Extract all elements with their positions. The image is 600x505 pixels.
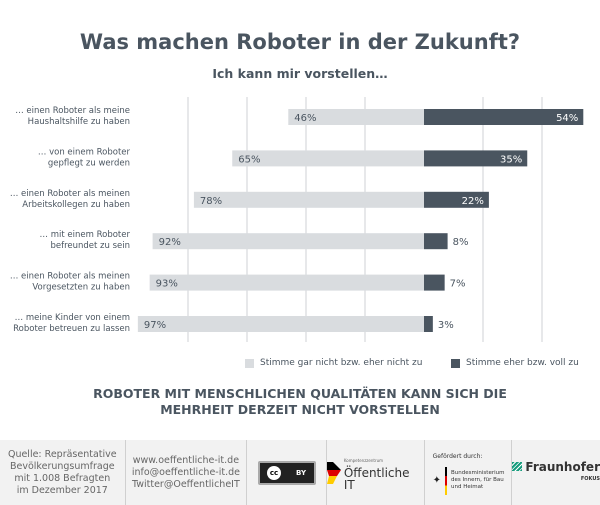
bar-agree xyxy=(424,316,433,332)
category-label: … von einem Roboter gepflegt zu werden xyxy=(38,147,131,168)
source-line: Quelle: Repräsentative xyxy=(7,448,117,460)
twitter-link[interactable]: Twitter@OeffentlicheIT xyxy=(132,478,240,490)
data-label-disagree: 97% xyxy=(144,320,166,331)
funded-by-label: Gefördert durch: xyxy=(432,452,483,460)
bar-disagree xyxy=(232,150,424,167)
fraunhofer-logo: Fraunhofer FOKUS xyxy=(512,440,600,505)
data-label-disagree: 46% xyxy=(294,113,316,124)
kompetenzzentrum-logo: Kompetenzzentrum Öffentliche IT xyxy=(326,440,425,505)
flag-bar xyxy=(445,466,448,495)
chart-title: Was machen Roboter in der Zukunft? xyxy=(79,30,521,54)
data-label-disagree: 78% xyxy=(200,196,222,207)
ministry-line: des Innern, für Bau xyxy=(451,477,504,483)
category-label: … einen Roboter als meinen Arbeitskollege… xyxy=(10,189,130,210)
website-link[interactable]: www.oeffentliche-it.de xyxy=(132,454,240,466)
eagle-icon: ✦ xyxy=(432,474,442,486)
legend-item-disagree: Stimme gar nicht bzw. eher nicht zu xyxy=(245,358,422,368)
cc-by-license: cc BY xyxy=(247,440,327,505)
data-label-disagree: 92% xyxy=(159,237,181,248)
bar-agree xyxy=(424,150,528,167)
footer: Quelle: Repräsentative Bevölkerungsumfra… xyxy=(0,440,600,505)
conclusion: ROBOTER MIT MENSCHLICHEN QUALITÄTEN KANN… xyxy=(0,386,600,418)
bar-disagree xyxy=(193,191,424,208)
data-label-disagree: 65% xyxy=(238,154,260,165)
license-label: BY xyxy=(296,468,307,477)
email-link[interactable]: info@oeffentliche-it.de xyxy=(131,466,240,478)
conclusion-line: MEHRHEIT DERZEIT NICHT VORSTELLEN xyxy=(160,402,440,417)
bar-agree xyxy=(424,274,445,291)
data-label-agree: 8% xyxy=(453,237,469,248)
logo-text: Öffentliche IT xyxy=(343,465,410,492)
bar-disagree xyxy=(137,316,424,332)
category-label: … meine Kinder von einem Roboter betreuen… xyxy=(13,313,130,334)
source-note: Quelle: Repräsentative Bevölkerungsumfra… xyxy=(0,440,126,505)
bar-agree xyxy=(424,109,584,125)
bar-disagree xyxy=(152,233,424,250)
category-label: … einen Roboter als meinen Vorgesetzten z… xyxy=(10,272,130,293)
data-label-disagree: 93% xyxy=(156,279,178,290)
data-label-agree: 35% xyxy=(500,154,522,165)
logo-small-text: Kompetenzzentrum xyxy=(343,457,384,463)
cc-by-icon: cc BY xyxy=(257,460,316,485)
fokus-text: FOKUS xyxy=(580,475,600,482)
ministry-line: Bundesministerium xyxy=(451,470,505,476)
data-label-agree: 3% xyxy=(438,320,454,331)
category-label: … einen Roboter als meine Haushaltshilfe … xyxy=(15,106,130,127)
bmi-logo: Gefördert durch: ✦ Bundesministerium des… xyxy=(425,440,513,505)
bar-agree xyxy=(424,233,448,250)
data-label-agree: 7% xyxy=(450,279,466,290)
bar-disagree xyxy=(288,109,424,125)
source-line: im Dezember 2017 xyxy=(16,484,108,496)
category-label: … mit einem Roboter befreundet zu sein xyxy=(40,230,131,251)
legend-swatch-dark xyxy=(451,358,460,368)
source-line: Bevölkerungsumfrage xyxy=(10,460,115,472)
bar-chart: … einen Roboter als meine Haushaltshilfe … xyxy=(10,97,584,342)
legend-item-agree: Stimme eher bzw. voll zu xyxy=(451,358,579,368)
conclusion-line: ROBOTER MIT MENSCHLICHEN QUALITÄTEN KANN… xyxy=(93,386,507,401)
source-line: mit 1.008 Befragten xyxy=(14,472,111,484)
flag-chevron-icon xyxy=(326,461,341,484)
ministry-line: und Heimat xyxy=(451,484,484,490)
contact-info: www.oeffentliche-it.de info@oeffentliche… xyxy=(126,440,248,505)
bar-agree xyxy=(424,191,489,208)
legend-swatch-light xyxy=(245,358,254,368)
data-label-agree: 54% xyxy=(556,113,578,124)
legend-label: Stimme gar nicht bzw. eher nicht zu xyxy=(260,358,423,368)
chart-subtitle: Ich kann mir vorstellen… xyxy=(212,66,388,81)
data-label-agree: 22% xyxy=(462,196,484,207)
bar-disagree xyxy=(149,274,424,291)
fraunhofer-text: Fraunhofer xyxy=(525,459,600,474)
fraunhofer-icon xyxy=(512,462,523,471)
legend-label: Stimme eher bzw. voll zu xyxy=(466,358,579,368)
